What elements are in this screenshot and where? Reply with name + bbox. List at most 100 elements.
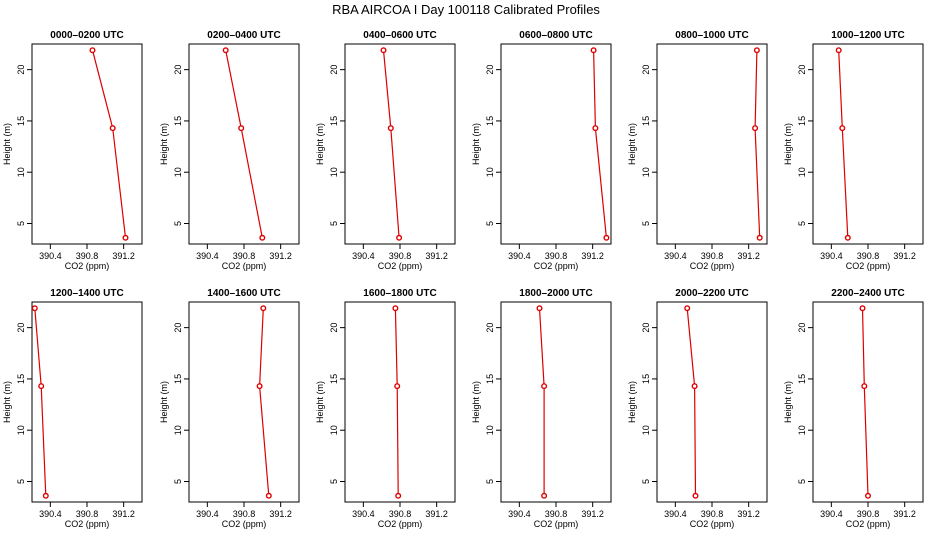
x-axis-label: CO2 (ppm) [222, 261, 267, 271]
y-tick-label: 20 [16, 65, 26, 75]
profile-line [34, 308, 47, 496]
plot-frame [656, 301, 768, 503]
x-tick-label: 391.2 [581, 509, 604, 519]
x-tick-label: 390.4 [508, 509, 531, 519]
y-tick-label: 20 [641, 323, 651, 333]
x-tick-label: 390.8 [545, 509, 568, 519]
profile-line [861, 308, 869, 496]
y-tick-label: 20 [173, 323, 183, 333]
profile-point [109, 125, 116, 132]
y-axis-label: Height (m) [159, 381, 169, 423]
plot-frame [188, 301, 300, 503]
y-tick-label: 15 [485, 374, 495, 384]
y-tick-label: 5 [641, 221, 651, 226]
x-tick-label: 390.8 [701, 509, 724, 519]
y-tick-label: 10 [485, 425, 495, 435]
panel-title: 2000–2200 UTC [675, 288, 748, 299]
profile-line [258, 308, 270, 496]
plot-frame [500, 301, 612, 503]
x-tick-label: 391.2 [581, 251, 604, 261]
profile-line [394, 308, 399, 496]
profile-point [260, 305, 267, 312]
x-tick-label: 390.8 [76, 509, 99, 519]
plot-frame [31, 43, 143, 245]
panel: 0400–0600 UTC 390.4 390.8 391.2 5 10 15 20 CO2 (… [315, 30, 456, 271]
profile-line [593, 50, 607, 238]
x-tick-label: 390.4 [664, 251, 687, 261]
panel: 0000–0200 UTC 390.4 390.8 391.2 5 10 15 20 CO2 (… [2, 30, 143, 271]
profile-line [538, 308, 545, 496]
y-tick-label: 20 [16, 323, 26, 333]
y-tick-label: 15 [641, 374, 651, 384]
y-axis-label: Height (m) [627, 381, 637, 423]
y-tick-label: 15 [797, 374, 807, 384]
y-tick-label: 15 [485, 116, 495, 126]
profile-point [865, 492, 872, 499]
y-tick-label: 20 [485, 323, 495, 333]
panel: 1000–1200 UTC 390.4 390.8 391.2 5 10 15 20 CO2 (… [783, 30, 924, 271]
x-tick-label: 391.2 [425, 509, 448, 519]
y-tick-label: 20 [485, 65, 495, 75]
profile-point [753, 47, 760, 54]
profile-point [691, 383, 698, 390]
panel-title: 0000–0200 UTC [50, 30, 123, 41]
x-tick-label: 390.4 [664, 509, 687, 519]
profile-point [684, 305, 691, 312]
y-axis-label: Height (m) [2, 123, 12, 165]
x-tick-label: 390.4 [39, 251, 62, 261]
profile-point [835, 47, 842, 54]
x-axis-label: CO2 (ppm) [690, 519, 735, 529]
y-axis-label: Height (m) [627, 123, 637, 165]
profile-line [754, 50, 761, 238]
plot-frame [812, 301, 924, 503]
profile-point [256, 383, 263, 390]
y-tick-label: 10 [797, 425, 807, 435]
y-tick-label: 5 [329, 479, 339, 484]
y-axis-label: Height (m) [471, 381, 481, 423]
y-tick-label: 15 [641, 116, 651, 126]
y-tick-label: 15 [173, 116, 183, 126]
y-tick-label: 10 [485, 167, 495, 177]
y-tick-label: 5 [329, 221, 339, 226]
panel-title: 0400–0600 UTC [363, 30, 436, 41]
panel: 1400–1600 UTC 390.4 390.8 391.2 5 10 15 20 CO2 (… [159, 288, 300, 529]
x-axis-label: CO2 (ppm) [378, 519, 423, 529]
profile-point [122, 234, 129, 241]
profile-line [686, 308, 697, 496]
y-tick-label: 20 [641, 65, 651, 75]
panel-title: 1200–1400 UTC [50, 288, 123, 299]
profile-line [382, 50, 400, 238]
profile-line [91, 50, 127, 238]
profile-point [839, 125, 846, 132]
x-tick-label: 390.4 [820, 509, 843, 519]
x-tick-label: 390.8 [857, 509, 880, 519]
x-axis-label: CO2 (ppm) [690, 261, 735, 271]
profile-point [859, 305, 866, 312]
x-axis-label: CO2 (ppm) [846, 519, 891, 529]
y-axis-label: Height (m) [783, 123, 793, 165]
y-tick-label: 10 [797, 167, 807, 177]
x-tick-label: 390.8 [857, 251, 880, 261]
y-tick-label: 5 [641, 479, 651, 484]
y-tick-label: 5 [16, 479, 26, 484]
y-axis-label: Height (m) [315, 381, 325, 423]
x-tick-label: 391.2 [893, 509, 916, 519]
x-axis-label: CO2 (ppm) [534, 519, 579, 529]
y-tick-label: 10 [641, 425, 651, 435]
x-tick-label: 390.4 [820, 251, 843, 261]
panel: 0600–0800 UTC 390.4 390.8 391.2 5 10 15 20 CO2 (… [471, 30, 612, 271]
panel: 0200–0400 UTC 390.4 390.8 391.2 5 10 15 20 CO2 (… [159, 30, 300, 271]
panel-title: 0800–1000 UTC [675, 30, 748, 41]
profile-point [590, 47, 597, 54]
panel: 2000–2200 UTC 390.4 390.8 391.2 5 10 15 20 CO2 (… [627, 288, 768, 529]
panel: 1800–2000 UTC 390.4 390.8 391.2 5 10 15 20 CO2 (… [471, 288, 612, 529]
profile-point [380, 47, 387, 54]
panel-title: 1600–1800 UTC [363, 288, 436, 299]
profile-point [42, 492, 49, 499]
x-tick-label: 390.4 [352, 509, 375, 519]
y-tick-label: 20 [173, 65, 183, 75]
x-tick-label: 390.4 [196, 509, 219, 519]
panel: 2200–2400 UTC 390.4 390.8 391.2 5 10 15 20 CO2 (… [783, 288, 924, 529]
profile-point [541, 492, 548, 499]
x-tick-label: 391.2 [737, 251, 760, 261]
